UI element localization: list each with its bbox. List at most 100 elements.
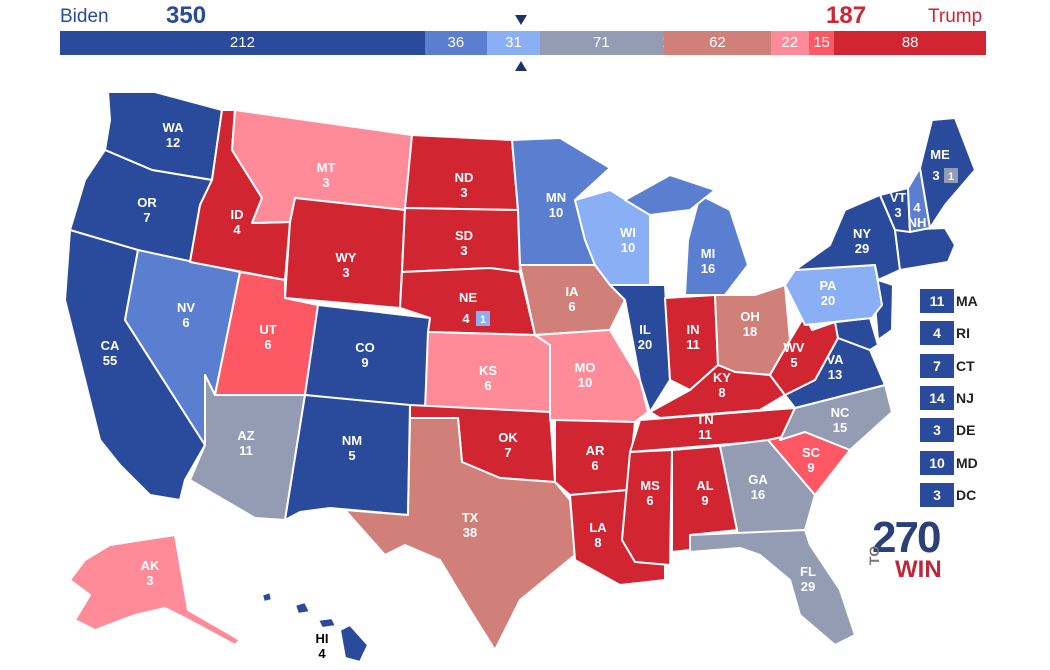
- state-va-label: VA: [826, 352, 844, 367]
- small-state-ev[interactable]: 4: [920, 321, 954, 345]
- state-nh[interactable]: 4 NH: [907, 167, 931, 233]
- state-ks[interactable]: KS 6: [424, 331, 551, 413]
- state-mi-ev: 16: [701, 261, 715, 276]
- small-state-ev[interactable]: 10: [920, 451, 954, 475]
- state-mi[interactable]: MI 16: [624, 174, 749, 296]
- state-co-ev: 9: [361, 355, 368, 370]
- me-district-box[interactable]: [944, 168, 958, 183]
- state-wa-ev: 12: [166, 135, 180, 150]
- state-ia-ev: 6: [568, 299, 575, 314]
- small-state-ev[interactable]: 7: [920, 354, 954, 378]
- state-tx[interactable]: TX 38: [344, 417, 576, 651]
- state-ky[interactable]: KY 8: [649, 364, 786, 419]
- threshold-arrow-up-icon: [515, 61, 527, 71]
- small-state-abbr: DC: [956, 487, 977, 503]
- state-wv-label: WV: [784, 340, 805, 355]
- biden-total: 350: [166, 2, 207, 29]
- state-ms-label: MS: [640, 478, 660, 493]
- state-ne-ev: 4: [462, 311, 470, 326]
- state-nh-ev: 4: [913, 200, 921, 215]
- state-me[interactable]: ME 3 1: [919, 117, 976, 229]
- bar-segment: 62: [664, 31, 771, 55]
- state-id-ev: 4: [233, 222, 241, 237]
- state-ny[interactable]: NY 29: [794, 194, 901, 281]
- bar-segment: 71: [540, 31, 663, 55]
- state-wa[interactable]: WA 12: [104, 91, 223, 181]
- state-az[interactable]: AZ 11: [189, 374, 306, 521]
- state-mo-ev: 10: [578, 375, 592, 390]
- state-va[interactable]: VA 13: [784, 337, 886, 409]
- state-nm[interactable]: NM 5: [284, 394, 411, 521]
- state-mt-ev: 3: [322, 175, 329, 190]
- state-ak[interactable]: AK 3: [69, 534, 241, 646]
- state-mo[interactable]: MO 10: [534, 329, 649, 423]
- biden-label: Biden: [60, 6, 109, 27]
- state-la-ev: 8: [594, 535, 601, 550]
- state-tx-ev: 38: [463, 525, 477, 540]
- state-fl[interactable]: FL 29: [689, 529, 856, 646]
- state-ar-label: AR: [586, 443, 605, 458]
- state-co[interactable]: CO 9: [304, 304, 431, 411]
- state-nh-label: NH: [908, 215, 927, 230]
- state-ca-ev: 55: [103, 353, 117, 368]
- bar-segment: 212: [60, 31, 425, 55]
- state-co-label: CO: [355, 340, 375, 355]
- state-sd-ev: 3: [460, 243, 467, 258]
- state-ut-label: UT: [259, 322, 276, 337]
- state-va-ev: 13: [828, 367, 842, 382]
- small-state-ev[interactable]: 3: [920, 483, 954, 507]
- small-state-ev[interactable]: 14: [920, 386, 954, 410]
- threshold-arrow-down-icon: [515, 15, 527, 25]
- small-state-ev[interactable]: 3: [920, 418, 954, 442]
- logo-to: TO: [866, 545, 882, 565]
- state-sc-ev: 9: [807, 460, 814, 475]
- state-pa[interactable]: PA 20: [784, 264, 883, 326]
- ne-district-box[interactable]: [476, 311, 490, 326]
- state-wy-label: WY: [336, 250, 357, 265]
- state-ky-ev: 8: [718, 385, 725, 400]
- bar-segment: 31: [486, 31, 541, 55]
- state-hi[interactable]: HI 4: [261, 591, 369, 663]
- state-al-label: AL: [696, 478, 713, 493]
- state-ak-ev: 3: [146, 573, 153, 588]
- state-wa-label: WA: [163, 120, 185, 135]
- state-ga[interactable]: GA 16: [719, 439, 816, 536]
- trump-label: Trump: [928, 6, 983, 27]
- state-sc[interactable]: SC 9: [767, 431, 851, 496]
- state-mn-ev: 10: [549, 205, 563, 220]
- small-state-ev[interactable]: 11: [920, 289, 954, 313]
- state-ny-ev: 29: [855, 241, 869, 256]
- state-wi-label: WI: [620, 225, 636, 240]
- state-az-ev: 11: [239, 443, 253, 458]
- state-tn-ev: 11: [698, 427, 712, 442]
- state-ga-ev: 16: [751, 487, 765, 502]
- state-wy[interactable]: WY 3: [284, 197, 406, 309]
- bar-segment: 22: [770, 31, 809, 55]
- bar-segment: 15: [808, 31, 835, 55]
- state-ms[interactable]: MS 6: [621, 449, 673, 566]
- state-nd[interactable]: ND 3: [404, 134, 519, 211]
- state-ar[interactable]: AR 6: [554, 419, 636, 496]
- state-ks-ev: 6: [484, 378, 491, 393]
- state-wy-ev: 3: [342, 265, 349, 280]
- state-nm-label: NM: [342, 433, 362, 448]
- state-ct-ri-ma[interactable]: [894, 227, 956, 271]
- state-or-label: OR: [137, 195, 157, 210]
- state-me-ev: 3: [932, 168, 939, 183]
- state-wi[interactable]: WI 10: [574, 189, 651, 286]
- state-wi-ev: 10: [621, 240, 635, 255]
- state-vt[interactable]: VT 3: [879, 187, 911, 233]
- state-ak-label: AK: [141, 558, 160, 573]
- state-ms-ev: 6: [646, 493, 653, 508]
- state-id-label: ID: [231, 207, 244, 222]
- state-sd[interactable]: SD 3: [401, 207, 521, 273]
- state-nv-label: NV: [177, 300, 195, 315]
- state-ut-ev: 6: [264, 337, 271, 352]
- electoral-vote-bar: 212363171162221588: [60, 31, 986, 55]
- state-or-ev: 7: [143, 210, 150, 225]
- state-oh-label: OH: [740, 309, 760, 324]
- state-ar-ev: 6: [591, 458, 598, 473]
- state-oh[interactable]: OH 18: [714, 284, 791, 376]
- bar-segment: 36: [424, 31, 487, 55]
